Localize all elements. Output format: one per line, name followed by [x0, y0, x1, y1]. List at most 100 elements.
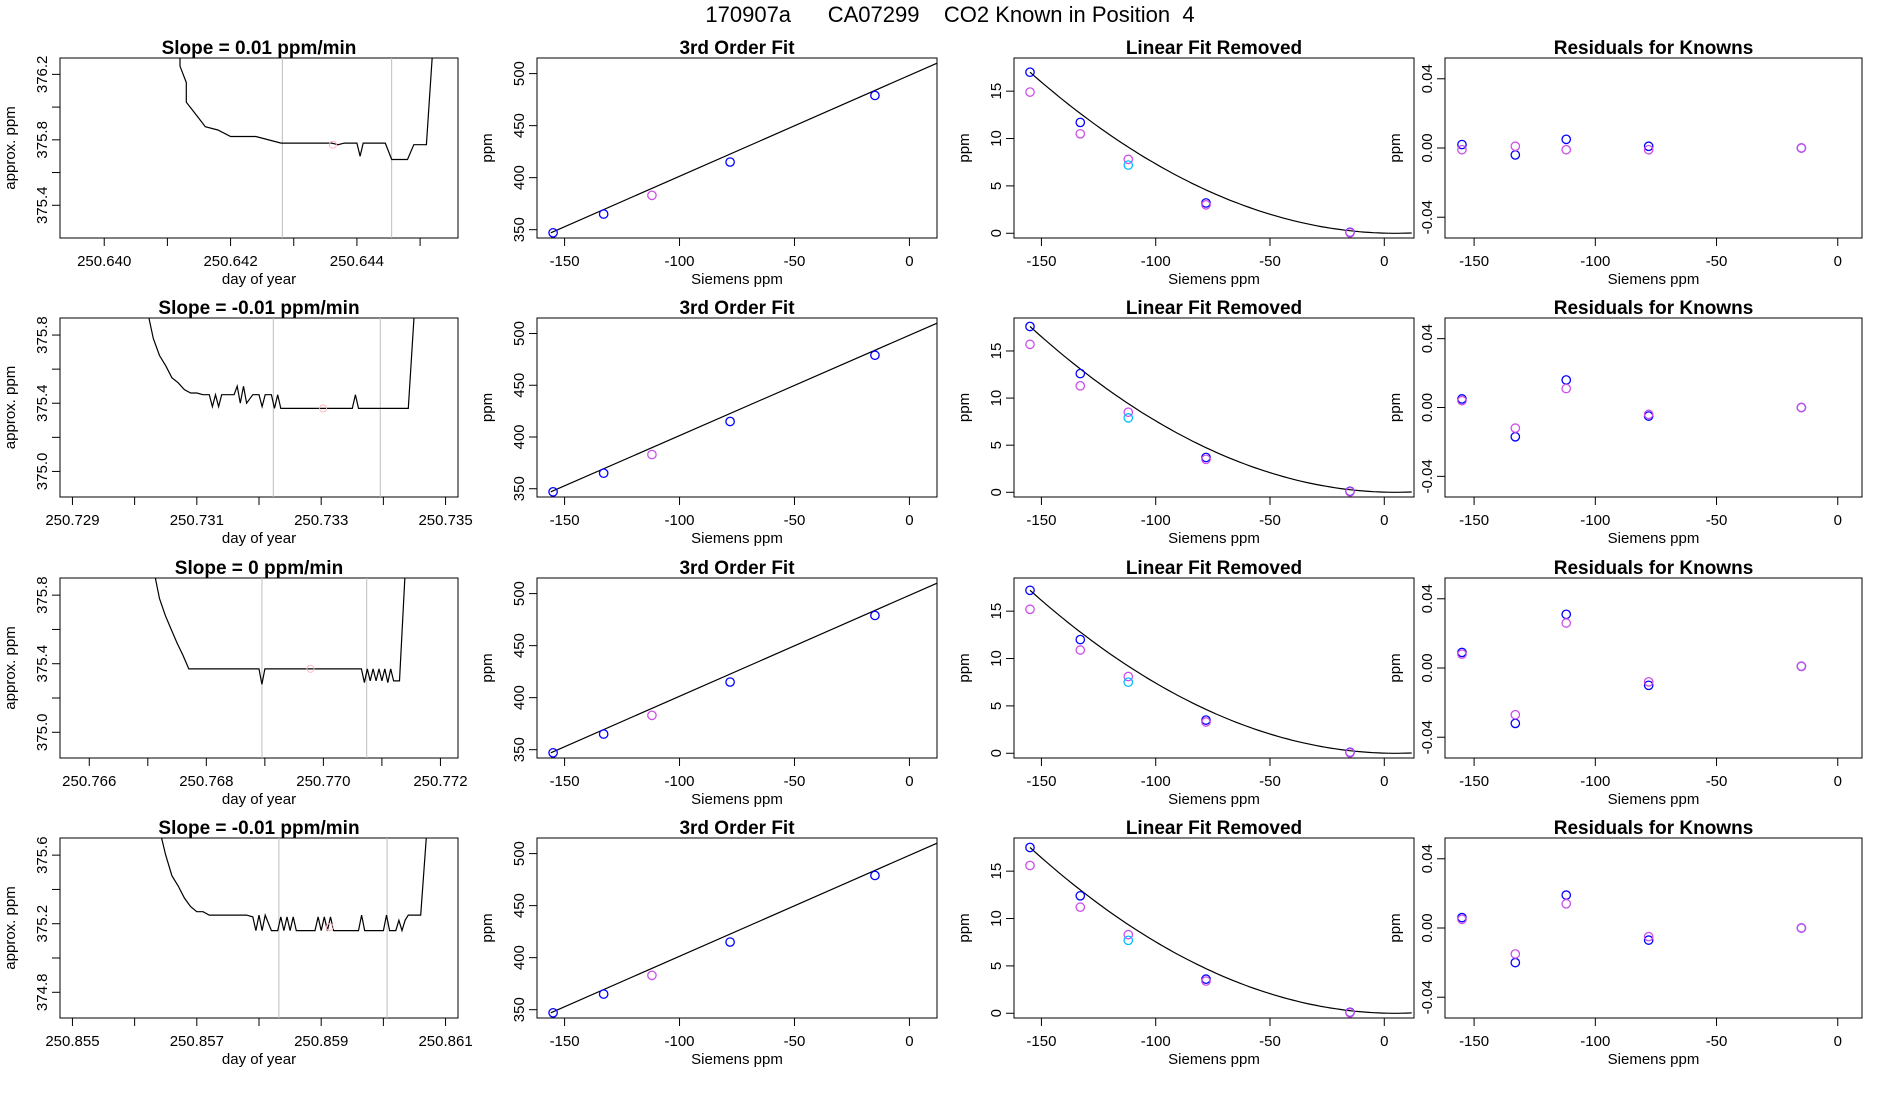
- x-tick-label: -100: [1141, 1033, 1171, 1050]
- trace-line: [154, 578, 406, 685]
- plot-area: [548, 322, 937, 497]
- panel-trace: Slope = 0 ppm/min 250.766 250.768 250.770 25…: [2, 558, 468, 808]
- data-point: [1201, 454, 1211, 465]
- y-tick-label: 0.00: [1419, 393, 1436, 422]
- panel-linfit: Linear Fit Removed -150 -100 -50 0 0 5 10 15 Siem…: [956, 298, 1415, 547]
- x-axis-label: Siemens ppm: [1608, 791, 1700, 808]
- data-point: [1075, 380, 1086, 391]
- y-axis-label: ppm: [956, 653, 973, 682]
- data-point: [1075, 890, 1086, 901]
- data-point: [1025, 842, 1035, 853]
- x-tick-label: -100: [1141, 773, 1171, 790]
- plot-frame: [59, 317, 459, 498]
- x-axis-label: Siemens ppm: [691, 1051, 783, 1068]
- x-axis-label: Siemens ppm: [691, 530, 783, 547]
- data-point: [1123, 407, 1134, 418]
- mean-marker: [325, 923, 334, 932]
- y-tick-label: 5: [988, 702, 1005, 710]
- panel-title: Linear Fit Removed: [1126, 558, 1302, 579]
- y-tick-label: 400: [511, 685, 528, 710]
- y-axis-label: approx. ppm: [2, 366, 19, 449]
- x-tick-label: 0: [905, 512, 913, 529]
- data-point: [1075, 128, 1086, 139]
- x-tick-label: 250.642: [203, 253, 257, 270]
- data-point: [870, 90, 880, 101]
- x-tick-label: 250.731: [170, 512, 224, 529]
- y-tick-label: 0: [988, 1009, 1005, 1017]
- data-point: [1457, 395, 1467, 406]
- plot-area: [1025, 585, 1412, 758]
- panel-linfit: Linear Fit Removed -150 -100 -50 0 0 5 10 15 Siem…: [956, 38, 1415, 288]
- plot-frame: [1013, 837, 1415, 1019]
- plot-area: [1025, 321, 1412, 497]
- y-tick-label: 375.4: [34, 645, 51, 683]
- data-point: [725, 157, 735, 167]
- y-axis-label: ppm: [1387, 133, 1404, 162]
- data-point: [1345, 227, 1355, 238]
- data-point: [598, 729, 609, 739]
- plot-frame: [1444, 577, 1863, 759]
- y-tick-label: 375.8: [34, 576, 51, 614]
- y-axis-label: ppm: [1387, 913, 1404, 942]
- plot-frame: [59, 577, 459, 759]
- data-point: [1123, 935, 1134, 946]
- data-point: [1457, 144, 1467, 155]
- data-point: [1457, 649, 1467, 660]
- x-tick-label: -150: [1026, 773, 1056, 790]
- data-point: [870, 610, 880, 621]
- data-point: [1510, 709, 1521, 720]
- data-point: [1201, 976, 1211, 986]
- data-point: [1510, 150, 1521, 160]
- plot-area: [179, 58, 433, 238]
- x-tick-label: 0: [1380, 1033, 1388, 1050]
- y-tick-label: 0: [988, 488, 1005, 496]
- panel-title: Slope = -0.01 ppm/min: [158, 298, 359, 319]
- y-tick-label: 5: [988, 182, 1005, 190]
- y-axis-label: ppm: [479, 913, 496, 942]
- data-point: [1025, 860, 1035, 871]
- plot-area: [160, 838, 427, 1018]
- data-point: [1123, 154, 1134, 165]
- x-tick-label: 250.729: [45, 512, 99, 529]
- x-tick-label: 250.772: [413, 773, 467, 790]
- y-tick-label: 400: [511, 945, 528, 970]
- y-tick-label: 450: [511, 373, 528, 398]
- panel-title: Linear Fit Removed: [1126, 38, 1302, 59]
- y-axis-label: ppm: [956, 393, 973, 422]
- data-point: [1075, 902, 1086, 913]
- y-tick-label: 375.4: [34, 384, 51, 422]
- x-tick-label: -50: [784, 773, 806, 790]
- data-point: [1123, 160, 1134, 170]
- fit-curve: [1029, 71, 1412, 234]
- y-tick-label: 375.0: [34, 453, 51, 491]
- data-point: [548, 227, 558, 238]
- plot-frame: [1444, 57, 1863, 239]
- y-tick-label: 350: [511, 476, 528, 501]
- data-point: [1643, 931, 1654, 942]
- plot-frame: [1013, 577, 1415, 759]
- data-point: [1796, 923, 1807, 933]
- x-tick-label: -100: [1580, 512, 1610, 529]
- x-tick-label: -150: [550, 512, 580, 529]
- x-tick-label: -150: [1026, 512, 1056, 529]
- y-tick-label: 376.2: [34, 56, 51, 94]
- y-tick-label: 15: [988, 343, 1005, 360]
- x-tick-label: 250.768: [179, 773, 233, 790]
- plot-area: [1457, 375, 1807, 442]
- panel-fit: 3rd Order Fit -150 -100 -50 0 350 400 450 500 Sie…: [479, 558, 938, 808]
- plot-frame: [1013, 57, 1415, 239]
- data-point: [1123, 929, 1134, 940]
- plot-frame: [59, 57, 459, 239]
- x-tick-label: 0: [905, 1033, 913, 1050]
- x-tick-label: 250.640: [77, 253, 131, 270]
- data-point: [1510, 957, 1521, 968]
- data-point: [1561, 618, 1572, 628]
- panel-fit: 3rd Order Fit -150 -100 -50 0 350 400 450 500 Sie…: [479, 38, 938, 288]
- y-axis-label: ppm: [479, 653, 496, 682]
- data-point: [870, 350, 880, 361]
- y-axis-label: ppm: [956, 133, 973, 162]
- x-tick-label: 0: [1834, 773, 1842, 790]
- x-tick-label: -50: [1259, 512, 1281, 529]
- data-point: [598, 989, 609, 999]
- panel-trace: Slope = -0.01 ppm/min 250.729 250.731 250.7…: [2, 298, 473, 547]
